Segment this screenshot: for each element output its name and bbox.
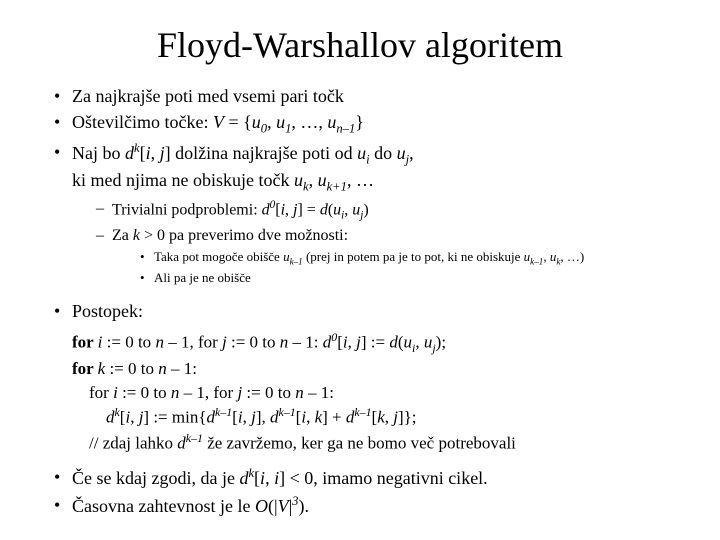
bullet-3: Naj bo dk[i, j] dolžina najkrajše poti o…	[54, 140, 684, 287]
code-line-2: for k := 0 to n – 1:	[72, 357, 684, 381]
bullet-6: Časovna zahtevnost je le O(|V|3).	[54, 493, 684, 518]
code-line-4: dk[i, j] := min{dk–1[i, j], dk–1[i, k] +…	[72, 404, 684, 429]
bullet-5: Če se kdaj zgodi, da je dk[i, i] < 0, im…	[54, 465, 684, 490]
code-line-3: for i := 0 to n – 1, for j := 0 to n – 1…	[72, 381, 684, 405]
code-line-1: for i := 0 to n – 1, for j := 0 to n – 1…	[72, 329, 684, 357]
bullet-4: Postopek:	[54, 299, 684, 323]
sub-list-1: Trivialni podproblemi: d0[i, j] = d(ui, …	[72, 198, 684, 287]
bullet-1: Za najkrajše poti med vsemi pari točk	[54, 84, 684, 108]
code-block: for i := 0 to n – 1, for j := 0 to n – 1…	[72, 329, 684, 455]
sub-sub-bullet-1: Taka pot mogoče obišče uk–1 (prej in pot…	[140, 248, 684, 268]
sub-sub-bullet-2: Ali pa je ne obišče	[140, 269, 684, 287]
sub-list-2: Taka pot mogoče obišče uk–1 (prej in pot…	[112, 248, 684, 286]
code-line-5: // zdaj lahko dk–1 že zavržemo, ker ga n…	[72, 430, 684, 455]
bullet-2: Oštevilčimo točke: V = {u0, u1, …, un–1}	[54, 110, 684, 138]
bullet-list: Za najkrajše poti med vsemi pari točk Oš…	[36, 84, 684, 323]
sub-bullet-2: Za k > 0 pa preverimo dve možnosti: Taka…	[96, 225, 684, 287]
slide: Floyd-Warshallov algoritem Za najkrajše …	[0, 0, 720, 540]
sub-bullet-1: Trivialni podproblemi: d0[i, j] = d(ui, …	[96, 198, 684, 224]
bullet-list-2: Če se kdaj zgodi, da je dk[i, i] < 0, im…	[36, 465, 684, 518]
slide-title: Floyd-Warshallov algoritem	[36, 24, 684, 66]
